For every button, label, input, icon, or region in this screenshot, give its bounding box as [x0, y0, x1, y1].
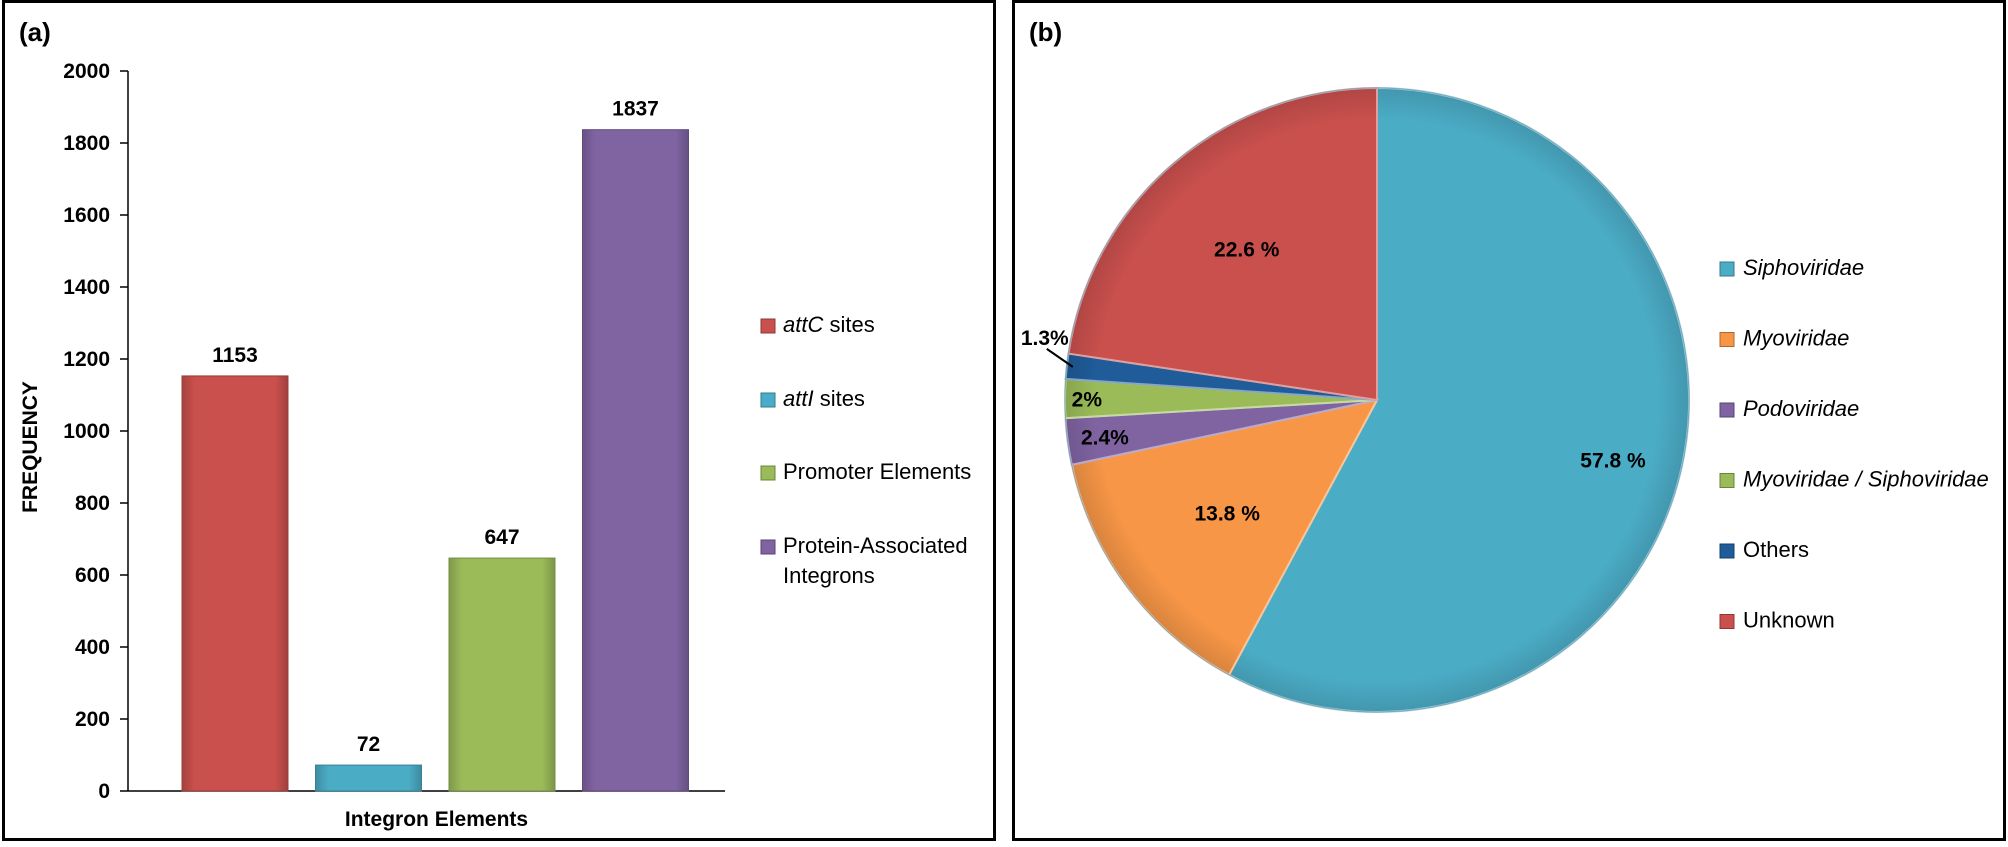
legend-swatch	[1719, 473, 1735, 488]
legend-label: Podoviridae	[1743, 396, 1859, 421]
bar-value-label: 72	[357, 733, 380, 756]
panel-label-a: (a)	[19, 17, 51, 47]
legend-item: Podoviridae	[1719, 396, 1859, 421]
legend-label: Siphoviridae	[1743, 255, 1864, 280]
bar-4	[582, 129, 689, 792]
legend-label: Others	[1743, 537, 1809, 562]
bar-value-label: 1837	[612, 98, 659, 121]
pie-data-label: 57.8 %	[1580, 449, 1646, 472]
pie-outline	[1064, 87, 1690, 713]
legend-swatch	[1719, 402, 1735, 418]
legend-label-line2: Integrons	[783, 563, 875, 588]
y-tick-label: 800	[75, 492, 110, 515]
y-axis-title: FREQUENCY	[19, 381, 42, 513]
legend-label: Unknown	[1743, 608, 1835, 633]
legend-label: Protein-Associated	[783, 533, 968, 558]
y-tick-label: 2000	[63, 60, 110, 83]
legend-swatch	[1719, 332, 1735, 347]
bar-series: 1153 72 647 1837	[181, 98, 689, 792]
bar-value-label: 647	[484, 526, 519, 549]
pie-chart: (b) 57.8 % 13.8 % 2.4% 2% 1.3% 22.6 % Siphovi…	[1021, 17, 1989, 713]
legend-item: Promoter Elements	[760, 459, 971, 484]
legend-item: Protein-Associated Integrons	[760, 533, 968, 588]
y-tick-label: 400	[75, 636, 110, 659]
legend-swatch	[760, 392, 776, 408]
legend-label: attC sites	[783, 312, 875, 337]
bar-legend: attC sites attI sites Promoter Elements Pro…	[760, 312, 971, 588]
legend-item: Unknown	[1719, 608, 1835, 633]
pie-chart-panel: (b) 57.8 % 13.8 % 2.4% 2% 1.3% 22.6 % Siphovi…	[1012, 0, 2006, 841]
y-tick-label: 1400	[63, 276, 110, 299]
y-axis: 0 200 400 600 800 1000 1200 1400 1600 1800 2000	[63, 60, 725, 803]
pie-data-label: 13.8 %	[1194, 502, 1260, 525]
legend-label: Myoviridae	[1743, 326, 1849, 351]
pie-slices	[1064, 86, 1690, 713]
panel-label-b: (b)	[1029, 17, 1062, 47]
y-tick-label: 200	[75, 708, 110, 731]
legend-swatch	[760, 318, 776, 334]
bar-chart-panel: (a) 0 200 400 600 800 1000 1200 1400 1600 1800 200…	[2, 0, 996, 841]
bar-chart: (a) 0 200 400 600 800 1000 1200 1400 1600 1800 200…	[19, 17, 971, 831]
y-tick-label: 1200	[63, 348, 110, 371]
pie-data-label: 1.3%	[1021, 327, 1069, 350]
pie-data-label: 2.4%	[1081, 427, 1129, 450]
legend-item: attI sites	[760, 386, 865, 411]
legend-item: Siphoviridae	[1719, 255, 1864, 280]
y-tick-label: 1000	[63, 420, 110, 443]
bar-2	[315, 764, 422, 792]
pie-leader-line	[1046, 348, 1074, 368]
y-tick-label: 1800	[63, 132, 110, 155]
y-tick-label: 0	[98, 780, 110, 803]
pie-data-label: 22.6 %	[1214, 239, 1280, 262]
legend-item: Myoviridae / Siphoviridae	[1719, 467, 1989, 492]
legend-swatch	[1719, 543, 1735, 559]
legend-item: Others	[1719, 537, 1809, 562]
pie-legend: Siphoviridae Myoviridae Podoviridae Myoviri…	[1719, 255, 1989, 633]
legend-label: attI sites	[783, 386, 865, 411]
legend-item: attC sites	[760, 312, 875, 337]
pie-data-labels: 57.8 % 13.8 % 2.4% 2% 1.3% 22.6 %	[1021, 239, 1646, 526]
legend-label: Myoviridae / Siphoviridae	[1743, 467, 1989, 492]
legend-item: Myoviridae	[1719, 326, 1849, 351]
y-tick-label: 1600	[63, 204, 110, 227]
x-axis-title: Integron Elements	[345, 808, 528, 831]
bar-3	[448, 557, 556, 792]
legend-swatch	[1719, 261, 1735, 277]
bar-value-label: 1153	[212, 344, 258, 367]
legend-swatch	[1719, 614, 1735, 629]
pie-data-label: 2%	[1072, 389, 1103, 412]
bar-1	[181, 375, 289, 792]
legend-swatch	[760, 539, 776, 555]
legend-label: Promoter Elements	[783, 459, 971, 484]
y-tick-label: 600	[75, 564, 110, 587]
legend-swatch	[760, 465, 776, 481]
